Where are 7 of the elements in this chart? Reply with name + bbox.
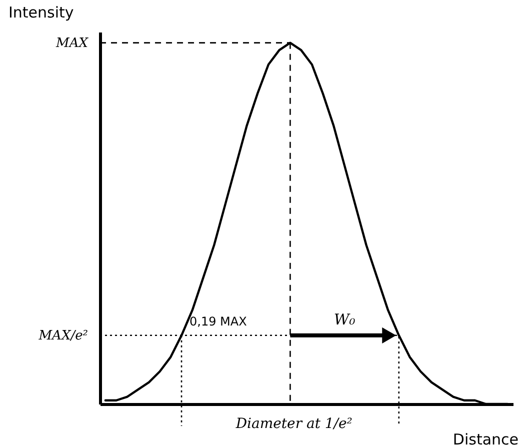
annotation: W₀ <box>334 310 356 328</box>
y-axis-title: Intensity <box>8 4 74 22</box>
text: MAX <box>55 36 89 51</box>
x-axis-title: Distance <box>452 430 518 446</box>
annotation: 0,19 MAX <box>190 314 247 328</box>
text: MAX/e² <box>38 328 88 344</box>
text: Diameter at 1/e² <box>234 416 353 432</box>
